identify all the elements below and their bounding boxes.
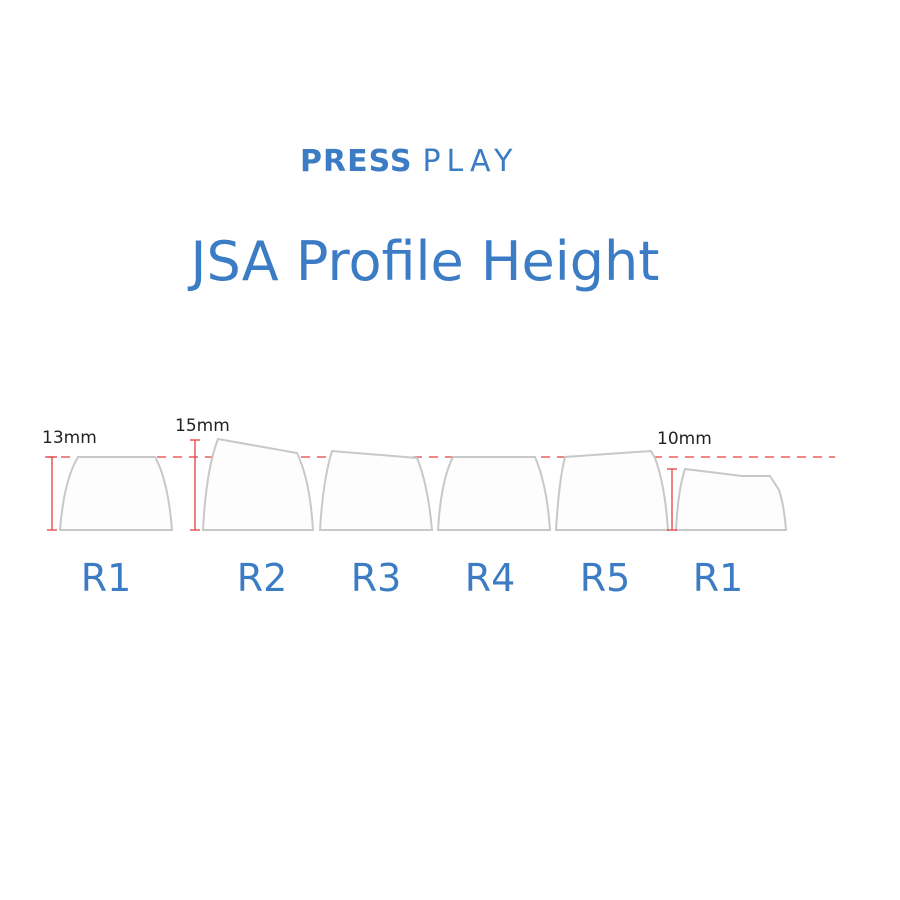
keycap-r4 [436, 456, 552, 531]
keycap-r5 [554, 449, 670, 531]
keycap-r2 [201, 437, 315, 531]
row-label: R1 [81, 556, 132, 600]
keycap-r1-low [674, 467, 788, 531]
brand-bold: PRESS [300, 144, 413, 179]
row-label: R5 [580, 556, 631, 600]
label-15mm: 15mm [175, 416, 230, 436]
label-10mm: 10mm [657, 429, 712, 449]
brand-logo: PRESS PLAY [300, 144, 518, 179]
keycap-r1 [58, 456, 174, 531]
row-label: R2 [237, 556, 288, 600]
brand-light: PLAY [422, 144, 519, 179]
page-title: JSA Profile Height [190, 230, 660, 293]
row-label: R1 [693, 556, 744, 600]
keycap-r3 [318, 449, 434, 531]
row-label: R3 [351, 556, 402, 600]
row-label: R4 [465, 556, 516, 600]
label-13mm: 13mm [42, 428, 97, 448]
